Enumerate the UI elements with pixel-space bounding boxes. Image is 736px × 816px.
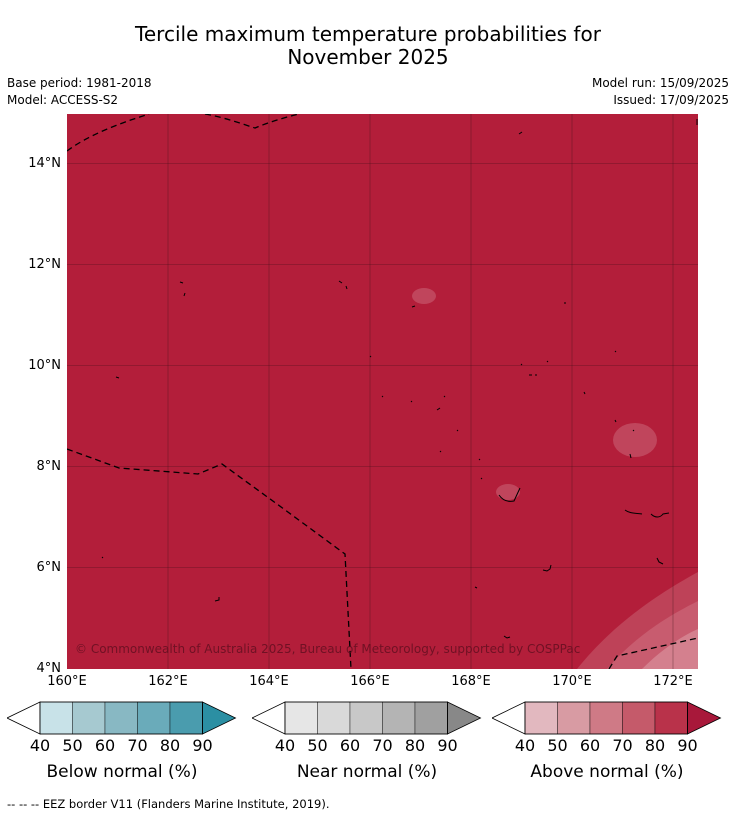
- colorbar-segment: [104, 701, 138, 735]
- colorbar-tick: 90: [677, 736, 698, 755]
- probability-map: © Commonwealth of Australia 2025, Bureau…: [67, 114, 698, 669]
- colorbar-outline: [524, 701, 688, 735]
- map-title-line-1: Tercile maximum temperature probabilitie…: [135, 22, 601, 46]
- colorbar-segment: [39, 701, 73, 735]
- colorbar-tick: 50: [547, 736, 568, 755]
- lat-label: 8°N: [36, 459, 62, 474]
- colorbar-tick: 80: [159, 736, 181, 755]
- colorbar-segment: [169, 701, 203, 735]
- islands: [101, 119, 698, 639]
- colorbar-tick: 60: [94, 736, 116, 755]
- colorbar-tick: 70: [612, 736, 633, 755]
- lat-label: 4°N: [36, 661, 62, 676]
- colorbar-low-arrow: [492, 701, 526, 735]
- colorbar-tick: 80: [404, 736, 426, 755]
- lat-label: 10°N: [28, 358, 61, 373]
- colorbar-high-arrow: [447, 701, 482, 735]
- lon-label: 164°E: [249, 674, 289, 689]
- probability-patch: [496, 484, 520, 500]
- eez-footnote: -- -- -- EEZ border V11 (Flanders Marine…: [7, 797, 330, 811]
- base-period: Base period: 1981-2018: [7, 76, 152, 90]
- lat-label: 6°N: [36, 560, 62, 575]
- colorbar-outline: [39, 701, 203, 735]
- colorbar-tick: 80: [644, 736, 666, 755]
- lat-label: 14°N: [28, 156, 61, 171]
- lon-label: 162°E: [148, 674, 188, 689]
- colorbar-segment: [557, 701, 591, 735]
- map-background-fill: [67, 114, 698, 669]
- eez-border: [67, 114, 698, 669]
- model-run-date: Model run: 15/09/2025: [591, 76, 729, 90]
- colorbar-segment: [382, 701, 416, 735]
- model-name: Model: ACCESS-S2: [7, 93, 119, 107]
- colorbar-tick: 50: [307, 736, 328, 755]
- lon-label: 170°E: [552, 674, 592, 689]
- graticule: [67, 114, 698, 669]
- colorbar-segment: [589, 701, 623, 735]
- lon-label: 166°E: [350, 674, 390, 689]
- colorbar-segment: [349, 701, 383, 735]
- colorbar-segment: [137, 701, 171, 735]
- colorbar-segment: [284, 701, 318, 735]
- colorbar-tick: 90: [192, 736, 213, 755]
- colorbar-tick: 50: [62, 736, 83, 755]
- colorbar-tick: 60: [579, 736, 601, 755]
- colorbar-high-arrow: [202, 701, 237, 735]
- colorbar-segment: [622, 701, 656, 735]
- colorbar-segment: [72, 701, 106, 735]
- colorbar-segment: [654, 701, 688, 735]
- colorbar-tick: 60: [339, 736, 361, 755]
- lon-label: 168°E: [451, 674, 491, 689]
- colorbar-tick: 40: [514, 736, 536, 755]
- near-normal-colorbar: [252, 700, 482, 736]
- colorbar-tick: 70: [127, 736, 148, 755]
- issued-date: Issued: 17/09/2025: [613, 93, 729, 107]
- colorbar-tick: 40: [29, 736, 51, 755]
- probability-patch: [613, 423, 657, 457]
- colorbar-low-arrow: [7, 701, 41, 735]
- colorbar-tick: 70: [372, 736, 393, 755]
- colorbar-segment: [524, 701, 558, 735]
- colorbar-segment: [414, 701, 448, 735]
- colorbar-high-arrow: [687, 701, 722, 735]
- colorbar-tick: 90: [437, 736, 458, 755]
- colorbar-low-arrow: [252, 701, 286, 735]
- probability-patch: [642, 629, 698, 669]
- colorbar-segment: [317, 701, 351, 735]
- below-normal-label: Below normal (%): [46, 762, 198, 782]
- probability-patch: [412, 288, 436, 304]
- lon-label: 160°E: [47, 674, 87, 689]
- near-normal-label: Near normal (%): [296, 762, 438, 782]
- lon-label: 172°E: [653, 674, 693, 689]
- colorbar-outline: [284, 701, 448, 735]
- colorbar-tick: 40: [274, 736, 296, 755]
- copyright-notice: © Commonwealth of Australia 2025, Bureau…: [75, 642, 580, 656]
- below-normal-colorbar: [7, 700, 237, 736]
- map-title-line-2: November 2025: [287, 45, 449, 69]
- lat-label: 12°N: [28, 257, 61, 272]
- above-normal-colorbar: [492, 700, 722, 736]
- above-normal-label: Above normal (%): [530, 762, 684, 782]
